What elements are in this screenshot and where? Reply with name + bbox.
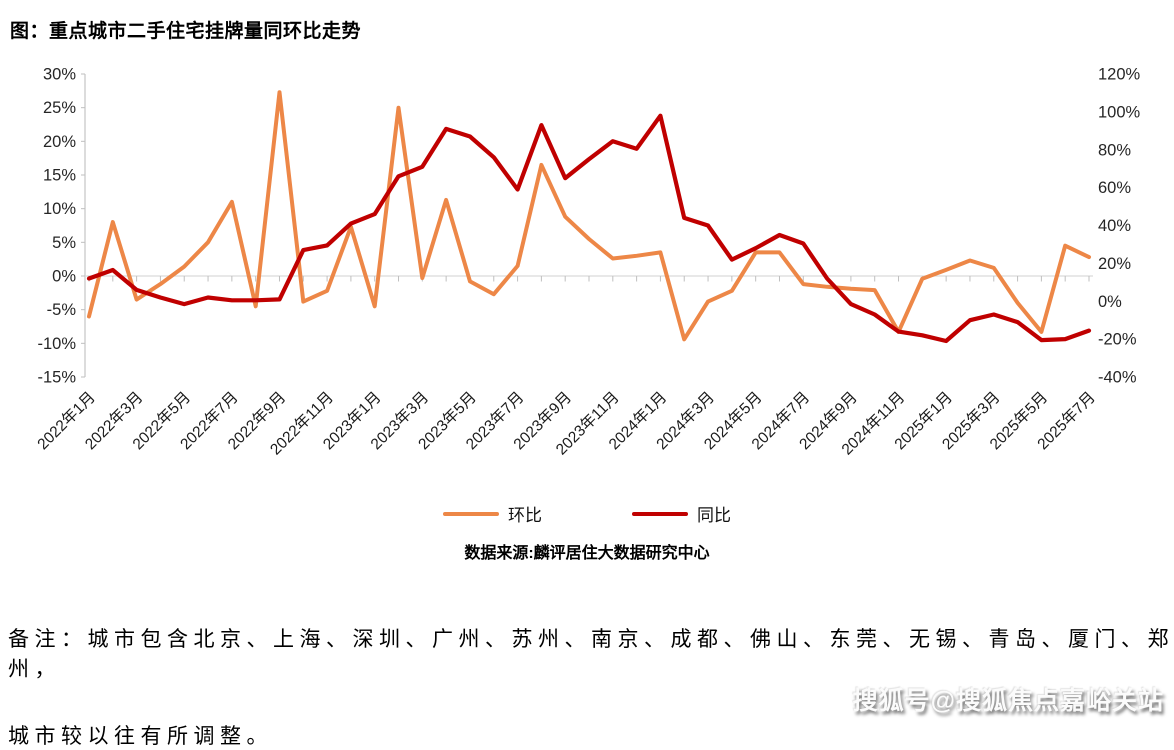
y-axis-tick-label-right: 20% bbox=[1098, 255, 1131, 273]
yoy-line-swatch bbox=[632, 511, 688, 516]
y-axis-tick-label-right: 0% bbox=[1098, 293, 1122, 311]
chart-title: 图：重点城市二手住宅挂牌量同环比走势 bbox=[10, 21, 362, 42]
y-axis-tick-label-right: 40% bbox=[1098, 217, 1131, 235]
y-axis-tick-label-right: 120% bbox=[1098, 66, 1141, 84]
legend-label-mom: 环比 bbox=[508, 506, 542, 525]
y-axis-tick-label-right: -40% bbox=[1098, 369, 1137, 387]
y-axis-tick-label-left: -10% bbox=[37, 335, 76, 353]
legend-label-yoy: 同比 bbox=[697, 506, 731, 525]
footnote-line2: 城市较以往有所调整。 bbox=[8, 724, 273, 748]
y-axis-tick-label-left: -15% bbox=[37, 369, 76, 387]
y-axis-tick-label-right: 80% bbox=[1098, 141, 1131, 159]
y-axis-tick-label-left: -5% bbox=[47, 301, 77, 319]
footnote-line1: 备注：城市包含北京、上海、深圳、广州、苏州、南京、成都、佛山、东莞、无锡、青岛、… bbox=[8, 627, 1174, 681]
chart-legend: 环比 同比 bbox=[0, 501, 1174, 526]
y-axis-tick-label-left: 30% bbox=[43, 66, 76, 84]
watermark: 搜狐号@搜狐焦点嘉峪关站 bbox=[852, 687, 1164, 715]
legend-item-yoy: 同比 bbox=[632, 501, 731, 526]
data-source: 数据来源:麟评居住大数据研究中心 bbox=[464, 545, 710, 562]
y-axis-tick-label-left: 10% bbox=[43, 200, 76, 218]
legend-item-mom: 环比 bbox=[443, 501, 542, 526]
y-axis-tick-label-left: 20% bbox=[43, 133, 76, 151]
y-axis-tick-label-left: 15% bbox=[43, 167, 76, 185]
line-chart: 30% 25% 20% 15% 10% 5% 0% -5% -10% -15% 120% 100% 80… bbox=[34, 66, 1141, 459]
y-axis-tick-label-right: -20% bbox=[1098, 331, 1137, 349]
y-axis-tick-label-right: 60% bbox=[1098, 179, 1131, 197]
mom-series-line bbox=[87, 90, 1091, 342]
y-axis-tick-label-left: 5% bbox=[52, 234, 76, 252]
yoy-series-line bbox=[86, 113, 1092, 344]
mom-line-swatch bbox=[443, 511, 499, 516]
y-axis-tick-label-left: 25% bbox=[43, 99, 76, 117]
y-axis-tick-label-right: 100% bbox=[1098, 103, 1141, 121]
y-axis-tick-label-left: 0% bbox=[52, 268, 76, 286]
